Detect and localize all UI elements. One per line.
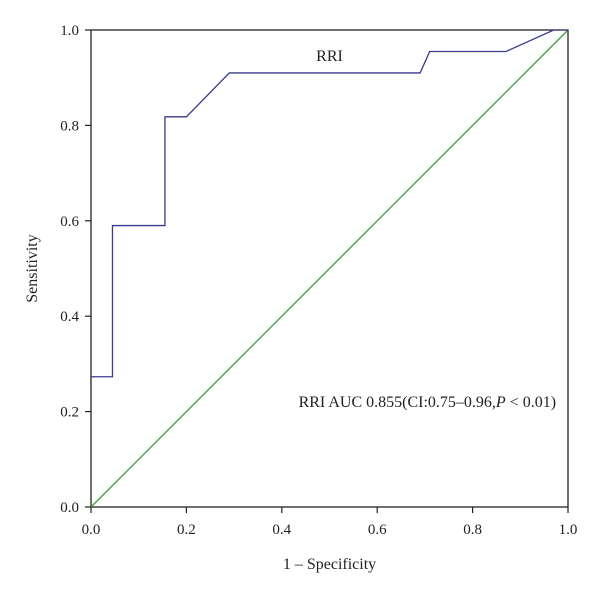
x-tick-label: 0.2 — [177, 522, 196, 538]
reference-diagonal-line — [90, 29, 569, 508]
x-tick-label: 0.6 — [368, 522, 387, 538]
series-label-rri: RRI — [316, 48, 343, 65]
x-tick-label: 0.0 — [82, 522, 101, 538]
roc-curve-rri — [91, 29, 568, 378]
y-tick-label: 0.6 — [60, 214, 79, 230]
y-tick-label: 1.0 — [60, 23, 79, 39]
y-tick-label: 0.0 — [60, 500, 79, 516]
auc-annotation-main: RRI AUC 0.855(CI:0.75–0.96, — [299, 394, 496, 411]
plot-frame — [90, 29, 569, 508]
x-tick-label: 1.0 — [559, 522, 578, 538]
x-tick-label: 0.4 — [272, 522, 291, 538]
auc-annotation: RRI AUC 0.855(CI:0.75–0.96,P < 0.01) — [299, 394, 556, 411]
x-tick-label: 0.8 — [463, 522, 482, 538]
auc-annotation-p: P — [495, 394, 506, 411]
y-axis-title: Sensitivity — [24, 234, 41, 302]
y-tick-label: 0.2 — [60, 405, 79, 421]
auc-annotation-tail: < 0.01) — [506, 394, 556, 411]
y-tick-label: 0.8 — [60, 118, 79, 134]
x-axis-title: 1 – Specificity — [283, 556, 376, 573]
y-tick-label: 0.4 — [60, 309, 79, 325]
